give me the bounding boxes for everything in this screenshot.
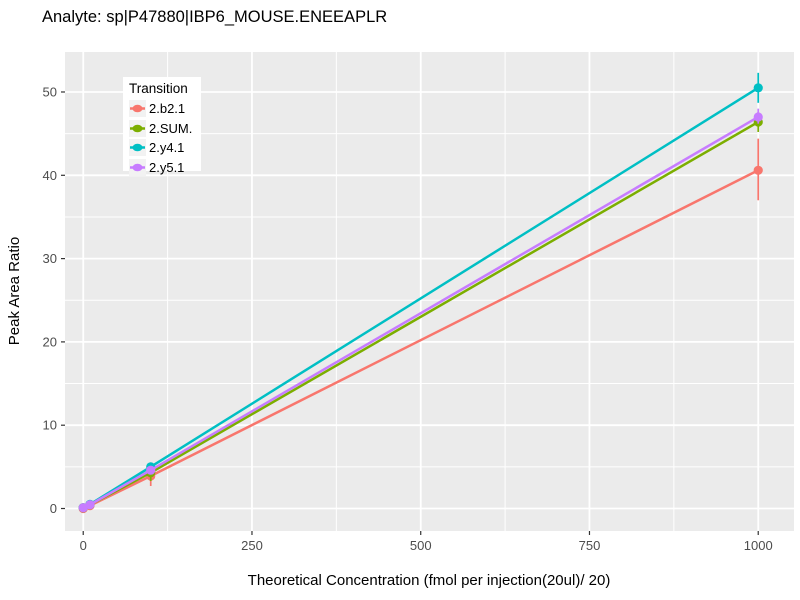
data-point [753, 112, 763, 122]
series-2.y5.1 [78, 108, 763, 513]
legend-key-icon [129, 119, 146, 137]
data-point [146, 465, 156, 475]
data-point [753, 83, 763, 93]
x-tick-label: 0 [80, 538, 87, 553]
legend-title: Transition [129, 81, 188, 96]
legend-key-point [132, 143, 143, 152]
legend-item-label: 2.y4.1 [149, 140, 185, 156]
legend-item-label: 2.b2.1 [149, 101, 186, 117]
legend-key-icon [129, 139, 146, 157]
legend-item-label: 2.y5.1 [149, 159, 185, 175]
legend-key-point [132, 104, 143, 113]
x-tick-label: 1000 [744, 538, 773, 553]
y-tick-label: 40 [43, 168, 57, 183]
legend-item-label: 2.SUM. [149, 120, 193, 136]
x-tick-label: 500 [410, 538, 432, 553]
y-axis-title: Peak Area Ratio [6, 237, 23, 345]
x-axis-title: Theoretical Concentration (fmol per inje… [248, 572, 611, 589]
y-tick-label: 20 [43, 334, 57, 349]
legend-item: 2.y5.1 [129, 158, 195, 178]
y-tick-label: 50 [43, 84, 57, 99]
x-tick-label: 250 [241, 538, 263, 553]
legend-key-point [132, 163, 143, 172]
legend-items: 2.b2.1 2.SUM. 2.y4.1 2.y5.1 [129, 99, 195, 177]
y-tick-label: 10 [43, 418, 57, 433]
y-tick-label: 30 [43, 251, 57, 266]
legend-key-point [132, 124, 143, 133]
x-tick-label: 750 [579, 538, 601, 553]
data-point [753, 165, 763, 175]
legend: Transition 2.b2.1 2.SUM. 2.y4.1 2.y5.1 [123, 77, 201, 176]
legend-key-icon [129, 100, 146, 118]
legend-key-icon [129, 158, 146, 176]
data-point [85, 500, 95, 510]
legend-item: 2.SUM. [129, 119, 195, 139]
legend-item: 2.b2.1 [129, 99, 195, 119]
legend-item: 2.y4.1 [129, 138, 195, 158]
y-tick-label: 0 [50, 501, 57, 516]
chart-title: Analyte: sp|P47880|IBP6_MOUSE.ENEEAPLR [42, 8, 387, 26]
